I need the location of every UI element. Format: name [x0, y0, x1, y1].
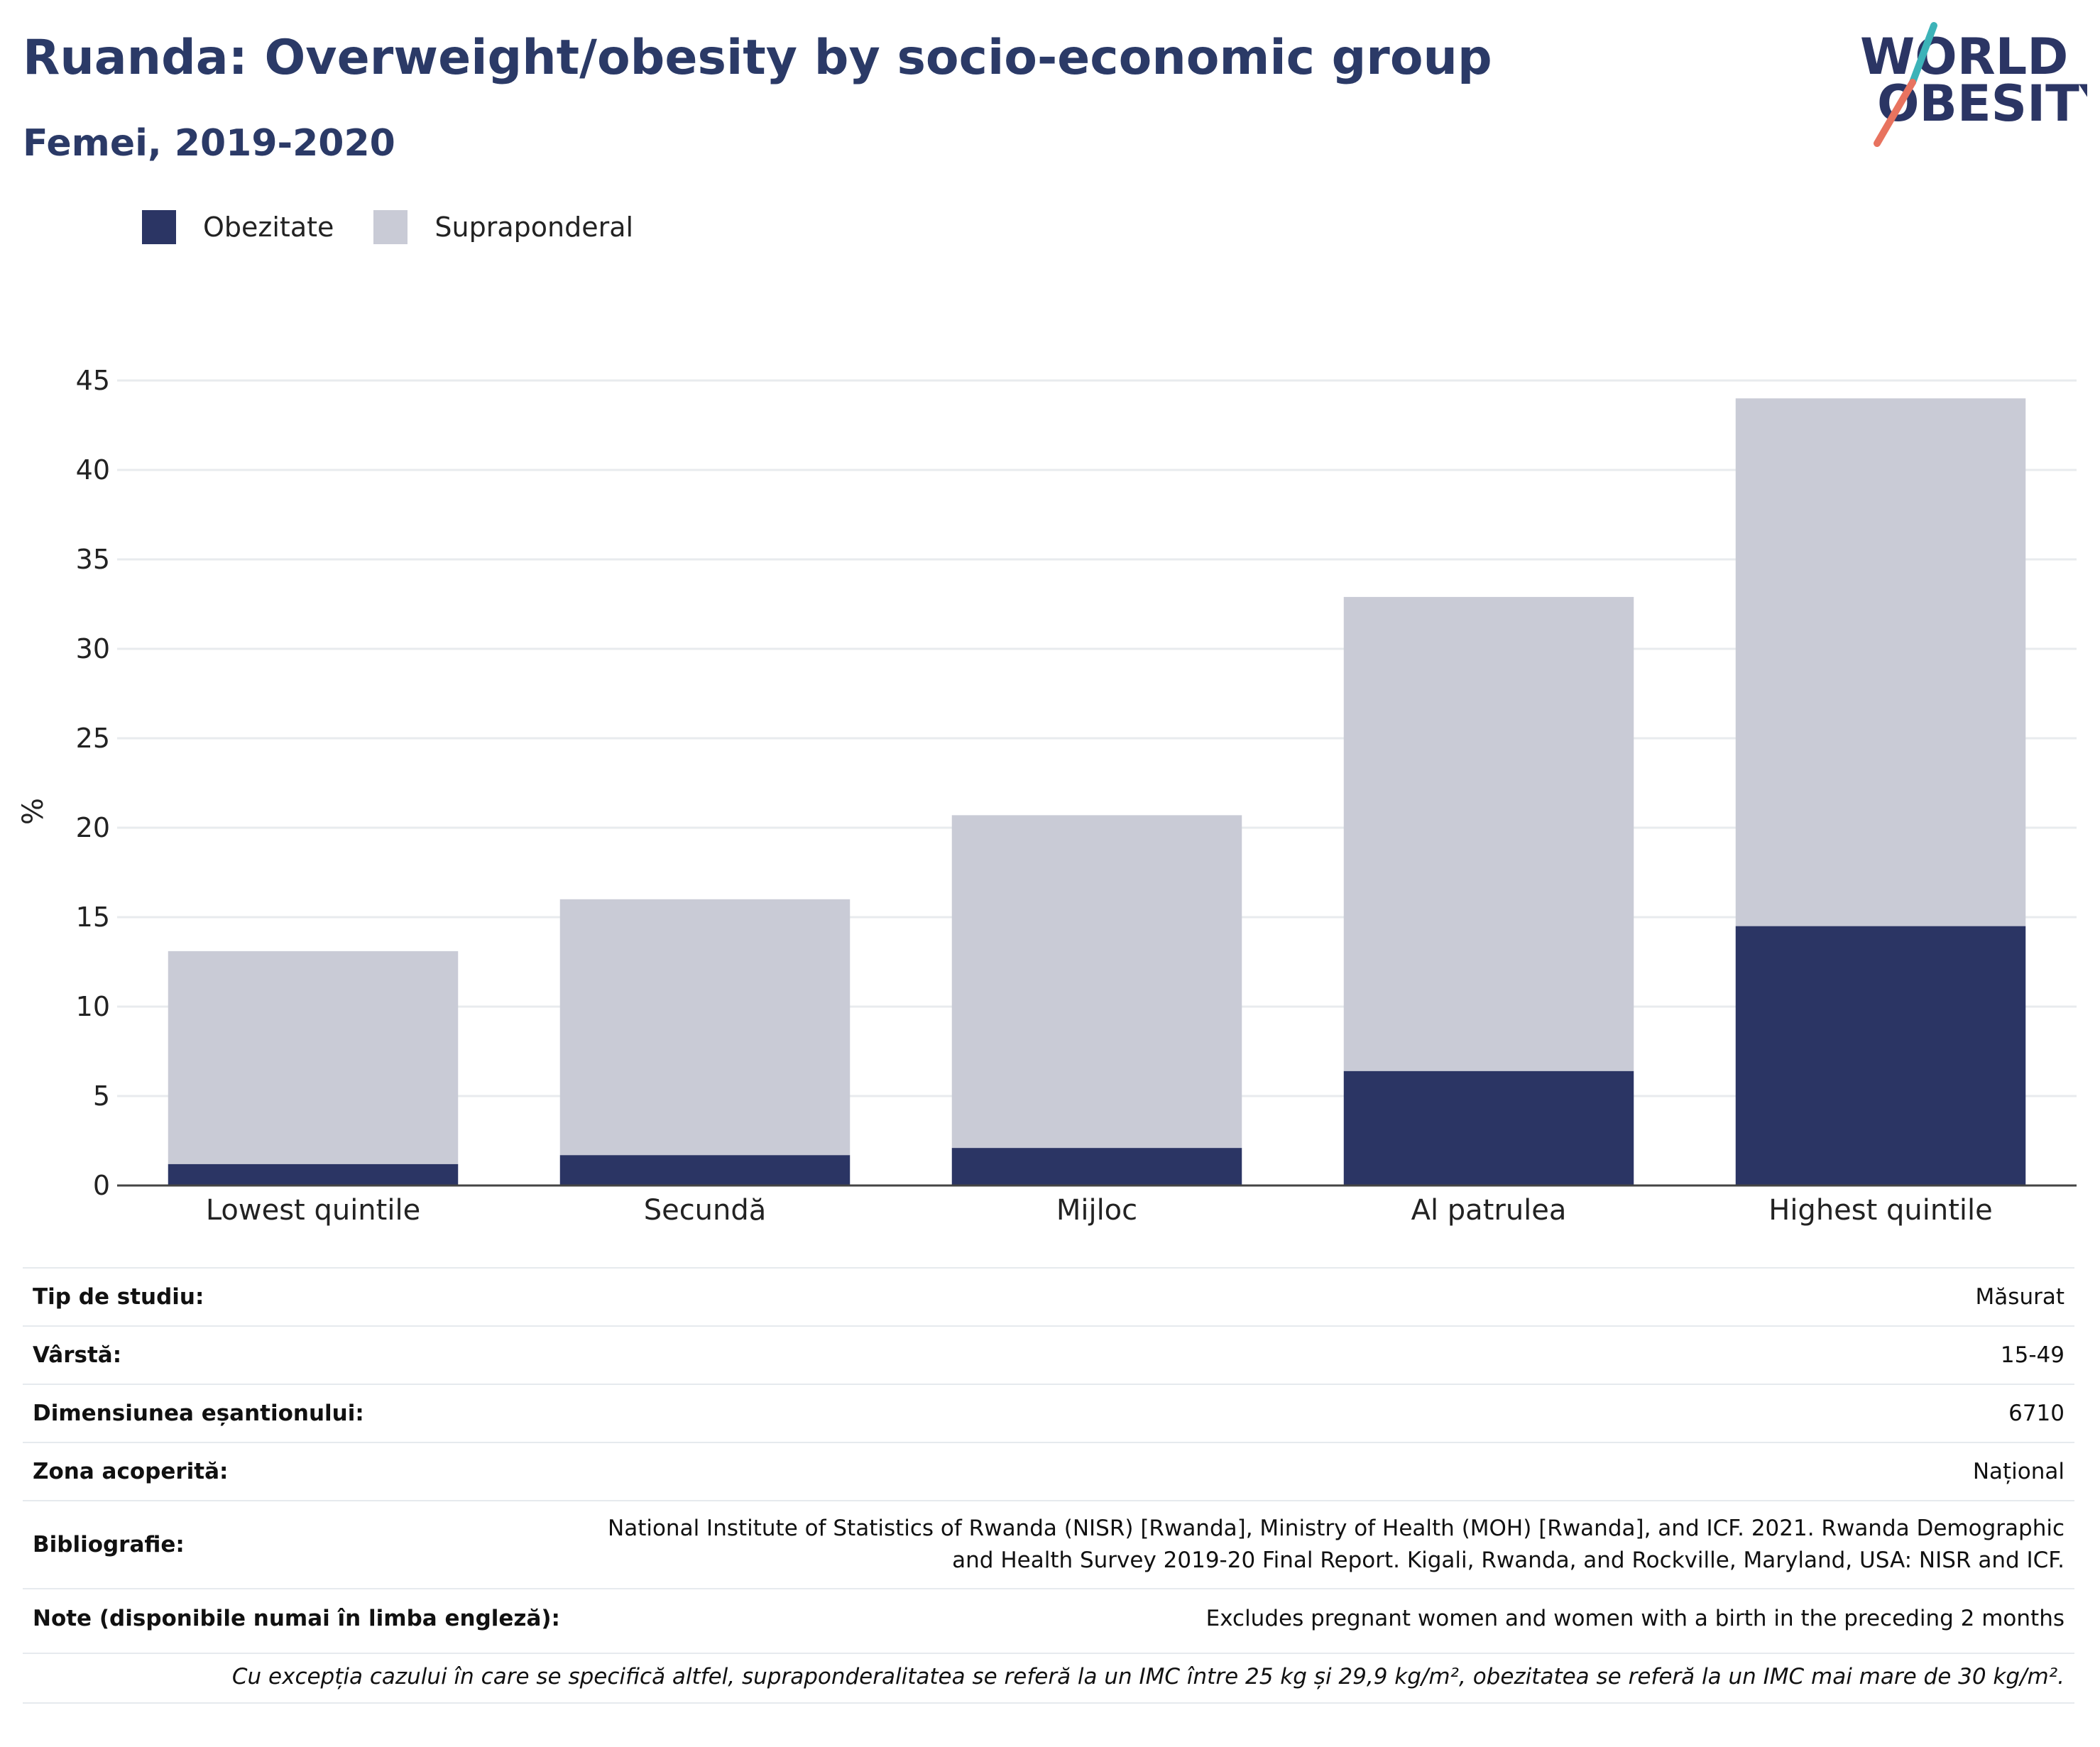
y-tick-label: 5 — [93, 1080, 110, 1112]
bar-segment-obesity[interactable] — [559, 1155, 851, 1185]
y-tick-label: 10 — [76, 991, 110, 1022]
info-key: Dimensiunea eșantionului: — [33, 1401, 364, 1426]
legend-label-obesity: Obezitate — [203, 212, 334, 243]
y-tick-label: 45 — [76, 365, 110, 396]
info-key: Vârstă: — [33, 1342, 122, 1368]
y-tick-label: 30 — [76, 633, 110, 664]
bar-segment-obesity[interactable] — [951, 1148, 1242, 1185]
x-category-label: Mijloc — [1056, 1194, 1137, 1227]
world-obesity-logo: WORLD OBESITY — [1860, 22, 2087, 147]
bar-segment-obesity[interactable] — [1343, 1070, 1634, 1185]
info-key: Zona acoperită: — [33, 1459, 229, 1484]
y-tick-label: 25 — [76, 723, 110, 754]
legend-item-obesity[interactable]: Obezitate — [142, 210, 334, 244]
x-category-label: Lowest quintile — [206, 1194, 420, 1227]
y-axis-title: % — [17, 798, 50, 825]
info-key: Note (disponibile numai în limba engleză… — [33, 1606, 560, 1631]
info-value: 15-49 — [2000, 1342, 2065, 1368]
bar-segment-obesity[interactable] — [168, 1163, 459, 1185]
stacked-bar-chart: 0 5 10 15 20 25 30 35 40 45 Lowest quintile Secund… — [17, 365, 2077, 1227]
info-row: Vârstă: 15-49 — [23, 1326, 2074, 1384]
y-tick-label: 35 — [76, 544, 110, 575]
info-value: Măsurat — [1975, 1283, 2065, 1310]
info-row: Tip de studiu: Măsurat — [23, 1268, 2074, 1326]
bars — [168, 398, 2026, 1185]
x-category-label: Al patrulea — [1411, 1194, 1567, 1227]
y-tick-label: 0 — [93, 1170, 110, 1201]
info-key: Bibliografie: — [33, 1532, 185, 1557]
x-category-label: Secundă — [644, 1194, 767, 1227]
legend-swatch-overweight — [373, 210, 408, 244]
x-axis-categories: Lowest quintile Secundă Mijloc Al patrulea H… — [206, 1194, 1993, 1227]
x-category-label: Highest quintile — [1768, 1194, 1993, 1227]
bar-segment-overweight[interactable] — [168, 951, 459, 1164]
chart-legend: Obezitate Supraponderal — [142, 210, 673, 244]
info-row: Dimensiunea eșantionului: 6710 — [23, 1384, 2074, 1442]
info-row: Zona acoperită: Național — [23, 1442, 2074, 1501]
info-value: National Institute of Statistics of Rwan… — [608, 1516, 2065, 1573]
chart-subtitle: Femei, 2019-2020 — [23, 122, 395, 165]
bar-segment-overweight[interactable] — [1343, 596, 1634, 1071]
y-tick-label: 15 — [76, 902, 110, 933]
legend-label-overweight: Supraponderal — [434, 212, 634, 243]
info-row: Bibliografie: National Institute of Stat… — [23, 1501, 2074, 1589]
logo-slash-coral — [1874, 79, 1916, 147]
y-axis-ticks: 0 5 10 15 20 25 30 35 40 45 — [76, 365, 110, 1201]
info-row: Note (disponibile numai în limba engleză… — [23, 1589, 2074, 1648]
definition-footnote: Cu excepția cazului în care se specifică… — [23, 1653, 2074, 1704]
info-value: 6710 — [2008, 1400, 2065, 1426]
bar-segment-overweight[interactable] — [559, 899, 851, 1156]
info-value: Excludes pregnant women and women with a… — [1205, 1605, 2065, 1631]
study-info-table: Tip de studiu: Măsurat Vârstă: 15-49 Dim… — [23, 1267, 2074, 1648]
info-key: Tip de studiu: — [33, 1284, 204, 1310]
logo-slash-teal — [1909, 22, 1937, 86]
y-tick-label: 40 — [76, 454, 110, 486]
bar-segment-obesity[interactable] — [1735, 926, 2026, 1185]
bar-segment-overweight[interactable] — [951, 815, 1242, 1149]
bar-segment-overweight[interactable] — [1735, 398, 2026, 926]
logo-word-world: WORLD — [1860, 28, 2068, 86]
y-tick-label: 20 — [76, 812, 110, 843]
info-value: Național — [1972, 1458, 2065, 1484]
legend-swatch-obesity — [142, 210, 176, 244]
chart-title: Ruanda: Overweight/obesity by socio-econ… — [23, 30, 1492, 86]
legend-item-overweight[interactable]: Supraponderal — [373, 210, 633, 244]
